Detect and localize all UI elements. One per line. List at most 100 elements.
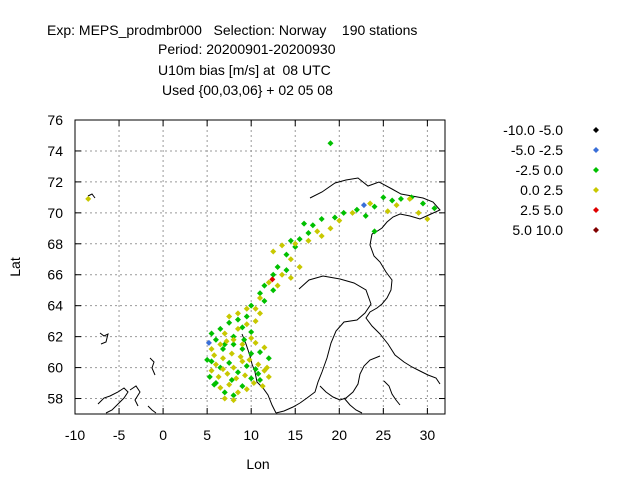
legend-marker	[593, 187, 599, 193]
data-point	[217, 325, 224, 332]
data-point	[226, 359, 233, 366]
data-point	[248, 328, 255, 335]
y-tick-label: 58	[47, 391, 63, 407]
data-point	[246, 356, 253, 363]
data-point	[220, 346, 226, 353]
data-point	[406, 195, 413, 202]
data-point	[274, 264, 281, 270]
data-point	[261, 282, 268, 289]
x-tick-label: 25	[376, 427, 392, 443]
legend: -10.0 -5.0 -5.0 -2.5 -2.5 0.0 0.0 2.5 2.5 5.…	[503, 122, 599, 238]
data-point	[211, 352, 218, 359]
data-point	[234, 310, 241, 317]
y-tick-label: 76	[47, 112, 63, 128]
x-tick-label: 0	[159, 427, 167, 443]
data-point	[287, 274, 294, 281]
data-point	[217, 384, 224, 391]
data-point	[318, 216, 325, 223]
data-point	[230, 392, 237, 399]
data-point	[265, 373, 272, 380]
data-point	[264, 364, 271, 371]
chart-title-line-2: Period: 20200901-20200930	[158, 41, 336, 57]
data-point	[220, 355, 226, 362]
x-tick-label: 30	[420, 427, 436, 443]
y-tick-label: 62	[47, 329, 63, 345]
data-point	[360, 202, 367, 209]
data-point	[255, 370, 262, 377]
x-tick-label: 15	[287, 427, 303, 443]
y-tick-label: 66	[47, 267, 63, 283]
data-point	[237, 353, 244, 360]
y-tick-label: 70	[47, 205, 63, 221]
y-tick-label: 74	[47, 143, 63, 159]
data-point	[415, 209, 422, 216]
data-point	[384, 208, 391, 215]
data-point	[215, 373, 222, 380]
data-point	[243, 386, 250, 393]
data-point	[261, 298, 268, 305]
data-point	[257, 290, 263, 297]
legend-marker	[593, 167, 599, 173]
data-point	[85, 195, 92, 202]
data-point	[336, 217, 343, 224]
legend-label: -10.0 -5.0	[503, 122, 563, 138]
data-point	[257, 294, 263, 301]
data-point	[265, 355, 272, 362]
x-axis-ticks: -10 -5 0 5 10 15 20 25 30	[65, 120, 435, 443]
y-axis-label: Lat	[7, 257, 23, 277]
data-point	[261, 344, 268, 351]
legend-marker	[593, 207, 599, 213]
data-point	[221, 330, 228, 337]
data-point	[305, 237, 312, 244]
legend-label: -2.5 0.0	[516, 162, 564, 178]
data-point	[243, 321, 250, 328]
data-point	[279, 271, 286, 278]
y-tick-label: 60	[47, 360, 63, 376]
data-point	[419, 200, 426, 207]
data-point	[353, 206, 360, 213]
data-point	[239, 383, 246, 390]
data-point	[309, 222, 316, 229]
data-point	[292, 243, 299, 250]
data-point	[248, 335, 255, 342]
legend-label: -5.0 -2.5	[511, 142, 563, 158]
data-point	[287, 256, 294, 263]
data-point	[367, 200, 374, 207]
data-point	[230, 397, 237, 404]
data-point	[239, 341, 246, 348]
data-point	[296, 236, 303, 243]
data-point	[230, 333, 237, 340]
x-tick-label: 20	[331, 427, 347, 443]
data-point	[223, 338, 230, 345]
data-point	[234, 369, 241, 376]
data-point	[265, 279, 272, 286]
data-point	[243, 313, 250, 320]
data-point	[205, 339, 212, 346]
data-point	[371, 228, 378, 235]
grid-lines	[75, 120, 445, 414]
data-point	[287, 237, 294, 244]
x-tick-label: -5	[113, 427, 126, 443]
data-point	[230, 336, 237, 343]
data-point	[208, 346, 215, 353]
data-point	[270, 287, 277, 294]
data-point	[250, 380, 257, 387]
legend-marker	[593, 127, 599, 133]
legend-label: 0.0 2.5	[520, 182, 563, 198]
data-point	[314, 228, 321, 235]
y-tick-label: 68	[47, 236, 63, 252]
data-point	[371, 203, 378, 210]
y-axis-ticks: 58 60 62 64 66 68 70 72 74 76	[47, 112, 445, 407]
data-point	[212, 361, 219, 368]
chart-title-line-1: Exp: MEPS_prodmbr000 Selection: Norway 1…	[47, 22, 418, 38]
data-point	[208, 330, 215, 337]
legend-label: 5.0 10.0	[512, 222, 563, 238]
data-point	[301, 220, 308, 227]
data-point	[259, 383, 266, 390]
data-point	[220, 366, 226, 373]
data-point	[349, 209, 356, 216]
data-point	[318, 233, 325, 240]
coastline-outline	[87, 177, 441, 414]
data-point	[241, 336, 248, 343]
